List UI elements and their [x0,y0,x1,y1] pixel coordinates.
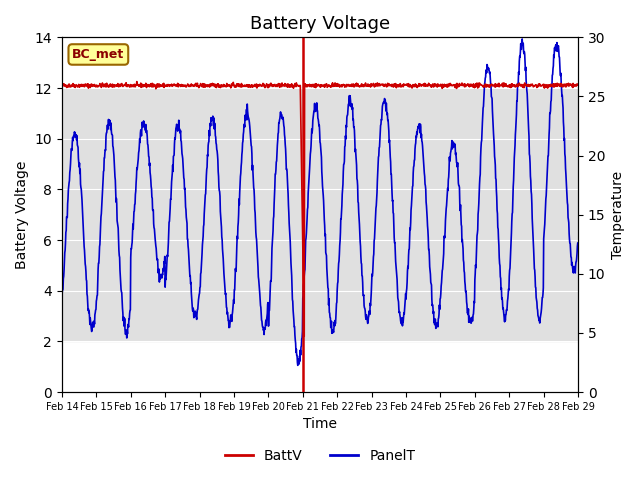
Title: Battery Voltage: Battery Voltage [250,15,390,33]
Text: BC_met: BC_met [72,48,124,61]
Y-axis label: Temperature: Temperature [611,171,625,259]
X-axis label: Time: Time [303,418,337,432]
Bar [62,88,578,341]
Legend: BattV, PanelT: BattV, PanelT [220,443,420,468]
Y-axis label: Battery Voltage: Battery Voltage [15,160,29,269]
